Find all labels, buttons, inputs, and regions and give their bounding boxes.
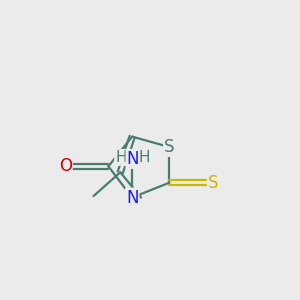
Text: O: O <box>59 157 72 175</box>
Text: S: S <box>164 138 175 156</box>
Text: N: N <box>126 189 138 207</box>
Text: H: H <box>139 150 150 165</box>
Text: H: H <box>115 150 127 165</box>
Text: S: S <box>208 174 218 192</box>
Text: N: N <box>127 150 139 168</box>
